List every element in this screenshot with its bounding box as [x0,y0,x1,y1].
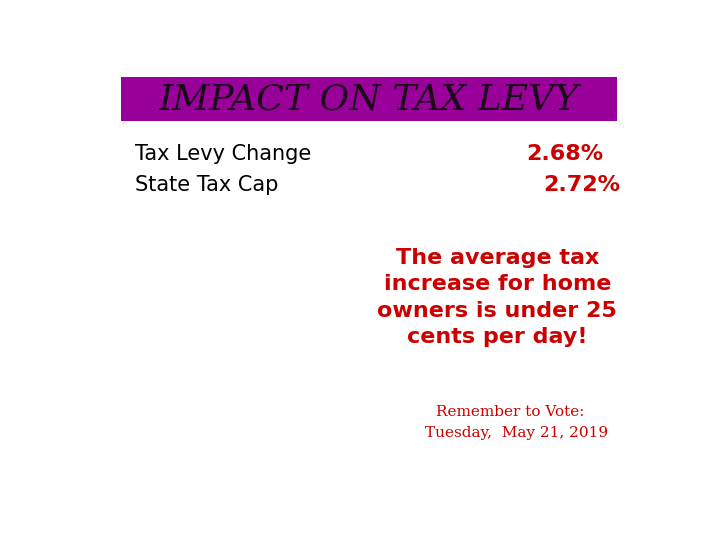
Text: The average tax
increase for home
owners is under 25
cents per day!: The average tax increase for home owners… [377,248,617,347]
Text: Tax Levy Change: Tax Levy Change [135,144,311,164]
Text: 2.68%: 2.68% [526,144,603,164]
Text: State Tax Cap: State Tax Cap [135,176,278,195]
Text: Remember to Vote:: Remember to Vote: [436,405,585,419]
Text: Tuesday,  May 21, 2019: Tuesday, May 21, 2019 [425,426,608,440]
Text: 2.72%: 2.72% [543,176,620,195]
FancyBboxPatch shape [121,77,617,121]
Text: IMPACT ON TAX LEVY: IMPACT ON TAX LEVY [159,82,579,116]
